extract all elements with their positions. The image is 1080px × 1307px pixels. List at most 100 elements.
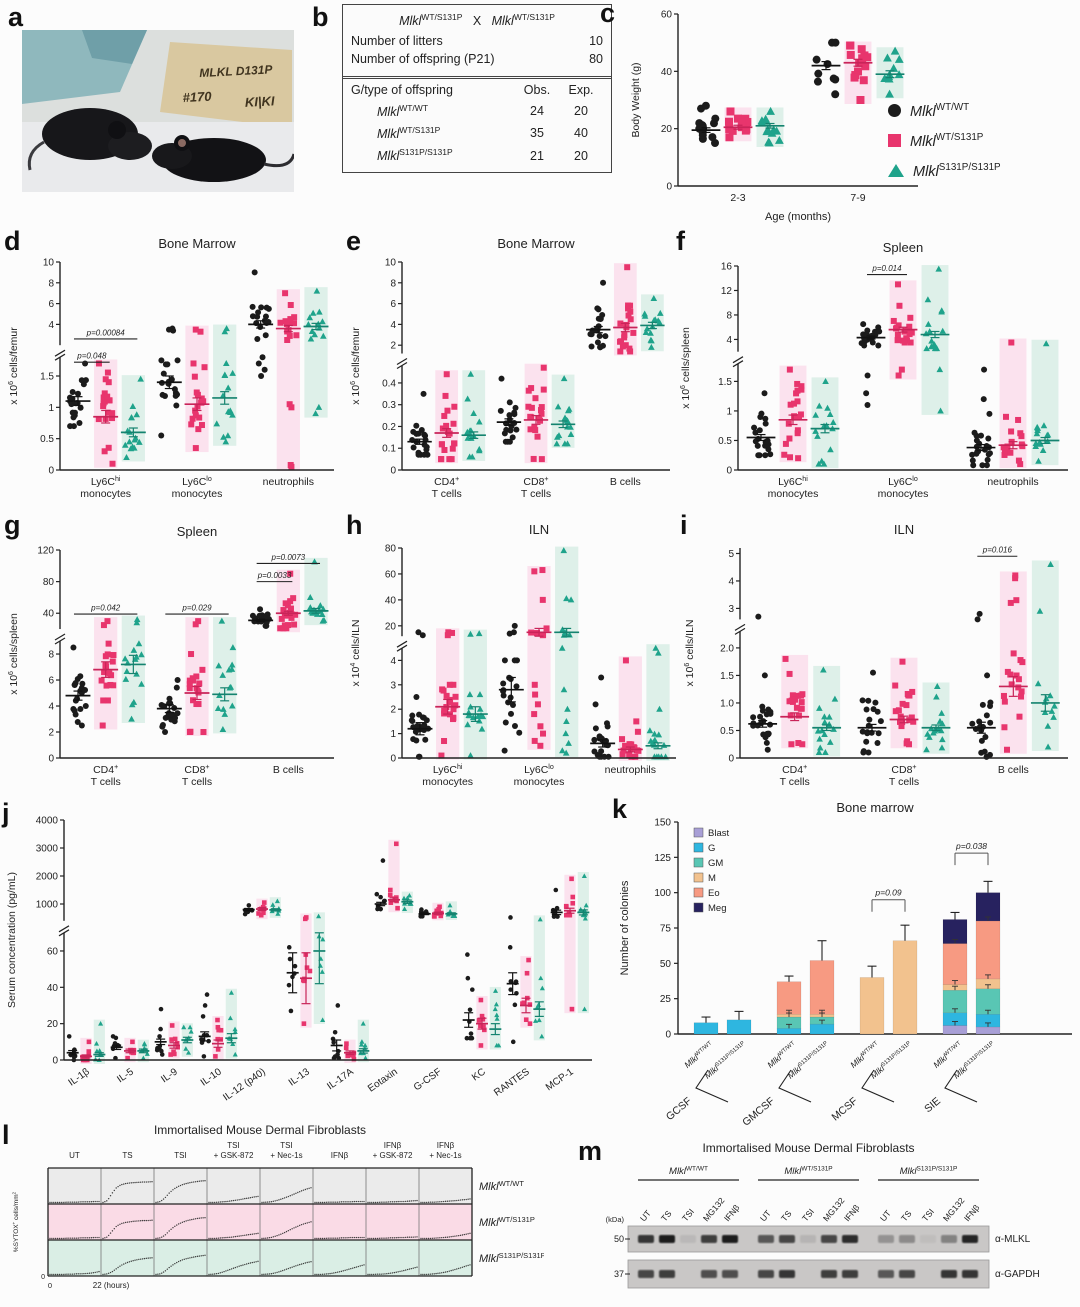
svg-text:Spleen: Spleen [177,524,217,539]
western-blot: Immortalised Mouse Dermal Fibroblasts Mlk… [606,1141,1040,1289]
mouse-left [27,108,152,171]
svg-text:60: 60 [47,946,59,957]
svg-text:1.0: 1.0 [720,698,734,709]
svg-text:p=0.0073: p=0.0073 [271,553,306,562]
offspring-table: MlklWT/S131P X MlklWT/S131P Number of li… [342,4,612,173]
panel-label-f: f [676,226,685,256]
svg-text:monocytes: monocytes [422,776,473,788]
cross-title: MlklWT/S131P X MlklWT/S131P [399,12,555,29]
svg-text:Eotaxin: Eotaxin [366,1066,400,1094]
svg-text:2-3: 2-3 [730,192,745,204]
svg-text:0.3: 0.3 [382,400,396,411]
svg-text:IL-10: IL-10 [199,1066,224,1088]
svg-text:KC: KC [470,1066,488,1083]
svg-text:0: 0 [728,754,734,765]
svg-text:Ly6Clo: Ly6Clo [182,475,212,488]
legend-label: MlklWT/S131P [910,131,984,150]
table-row: Number of litters 10 [351,34,603,49]
svg-text:T cells: T cells [182,776,212,788]
svg-text:Bone Marrow: Bone Marrow [497,236,575,251]
svg-text:75: 75 [660,924,672,935]
svg-text:IL-9: IL-9 [159,1066,180,1085]
svg-text:80: 80 [43,577,55,588]
svg-text:Ly6Chi: Ly6Chi [433,763,463,776]
svg-text:p=0.0033: p=0.0033 [257,571,292,580]
svg-text:8: 8 [48,278,54,289]
svg-text:p=0.048: p=0.048 [76,352,107,361]
svg-text:UT: UT [758,1208,773,1223]
svg-text:Immortalised Mouse Dermal Fibr: Immortalised Mouse Dermal Fibroblasts [702,1141,914,1155]
svg-text:IFNβ: IFNβ [842,1203,862,1224]
svg-text:2: 2 [48,728,54,739]
svg-text:monocytes: monocytes [514,776,565,788]
svg-text:40: 40 [47,983,59,994]
svg-text:40: 40 [43,609,55,620]
svg-text:UT: UT [638,1208,653,1223]
legend-item-het: MlklWT/S131P [888,132,1001,150]
svg-text:p=0.042: p=0.042 [90,604,121,613]
panel-e: e 0 0.1 0.2 0.3 0.4 2 4 6 8 10 Bone Marrow x 106 ce… [346,226,670,500]
svg-text:α-GAPDH: α-GAPDH [995,1269,1040,1280]
svg-text:CD4+: CD4+ [434,475,459,488]
svg-text:p=0.029: p=0.029 [181,604,212,613]
mice-photo: MLKL D131P #170 KI|KI [22,30,294,192]
svg-text:4: 4 [390,320,396,331]
svg-text:MlklS131P/S131P: MlklS131P/S131P [900,1165,958,1177]
panel-h: h 0 1 2 3 4 20 40 60 80 ILN x 104 cells/ILN Ly6Chi m… [346,512,676,788]
svg-text:MCP-1: MCP-1 [544,1066,576,1093]
svg-text:TSI: TSI [920,1207,936,1224]
het-square-marker [888,134,901,148]
svg-text:T cells: T cells [780,776,810,788]
svg-text:x 106 cells/spleen: x 106 cells/spleen [679,327,692,409]
svg-text:1000: 1000 [36,900,59,911]
svg-text:TSI: TSI [227,1141,239,1150]
svg-text:neutrophils: neutrophils [263,476,314,488]
svg-text:ILN: ILN [529,522,549,537]
svg-text:B cells: B cells [273,764,304,776]
panel-label-l: l [2,1120,10,1150]
svg-text:12: 12 [721,286,733,297]
svg-text:4000: 4000 [36,816,59,827]
svg-text:IL-17A: IL-17A [325,1066,356,1092]
panel-label-d: d [4,226,21,256]
svg-text:1.5: 1.5 [720,671,734,682]
svg-text:UT: UT [878,1208,893,1223]
svg-text:GCSF: GCSF [664,1095,694,1123]
svg-text:8: 8 [726,310,732,321]
svg-text:IL-5: IL-5 [115,1066,136,1085]
svg-text:p=0.016: p=0.016 [982,546,1013,555]
svg-text:0.2: 0.2 [382,422,396,433]
svg-text:0: 0 [52,1056,58,1067]
svg-text:4: 4 [728,576,734,587]
svg-text:0: 0 [666,182,672,193]
svg-text:16: 16 [721,262,733,273]
svg-text:IL-13: IL-13 [287,1066,312,1088]
svg-text:neutrophils: neutrophils [605,764,656,776]
svg-text:ILN: ILN [894,522,914,537]
panel-label-e: e [346,226,362,256]
panel-l: l Immortalised Mouse Dermal Fibroblasts U… [2,1120,544,1291]
svg-text:3000: 3000 [36,844,59,855]
legend-item-wt: MlklWT/WT [888,102,1001,120]
panel-f: f 0 0.5 1 1.5 4 8 12 16 Spleen x 106 cells/spleen… [676,226,1068,500]
svg-text:Body Weight (g): Body Weight (g) [630,62,642,137]
svg-text:x 106 cells/ILN: x 106 cells/ILN [683,620,696,687]
svg-text:50: 50 [660,959,672,970]
svg-text:3: 3 [728,604,734,615]
svg-text:(kDa): (kDa) [606,1215,625,1224]
svg-text:IL-1β: IL-1β [67,1066,92,1088]
genotype-legend: MlklWT/WT MlklWT/S131P MlklS131P/S131P [888,102,1001,179]
svg-text:IFNβ: IFNβ [722,1203,742,1224]
svg-text:0: 0 [726,466,732,477]
svg-text:60: 60 [661,10,673,21]
svg-text:IFNβ: IFNβ [437,1141,455,1150]
panel-b: b MlklWT/S131P X MlklWT/S131P Number of … [312,4,612,173]
svg-text:0: 0 [665,1030,671,1041]
panel-a: a MLKL D131P #170 KI|KI [8,4,308,226]
svg-text:MlklWT/S131P: MlklWT/S131P [784,1165,832,1177]
svg-text:x 106 cells/femur: x 106 cells/femur [7,327,20,405]
svg-text:+ GSK-872: + GSK-872 [373,1151,413,1160]
svg-text:8: 8 [48,650,54,661]
fibroblast-death-curves: Immortalised Mouse Dermal Fibroblasts UT T… [12,1123,544,1290]
svg-text:6: 6 [390,299,396,310]
